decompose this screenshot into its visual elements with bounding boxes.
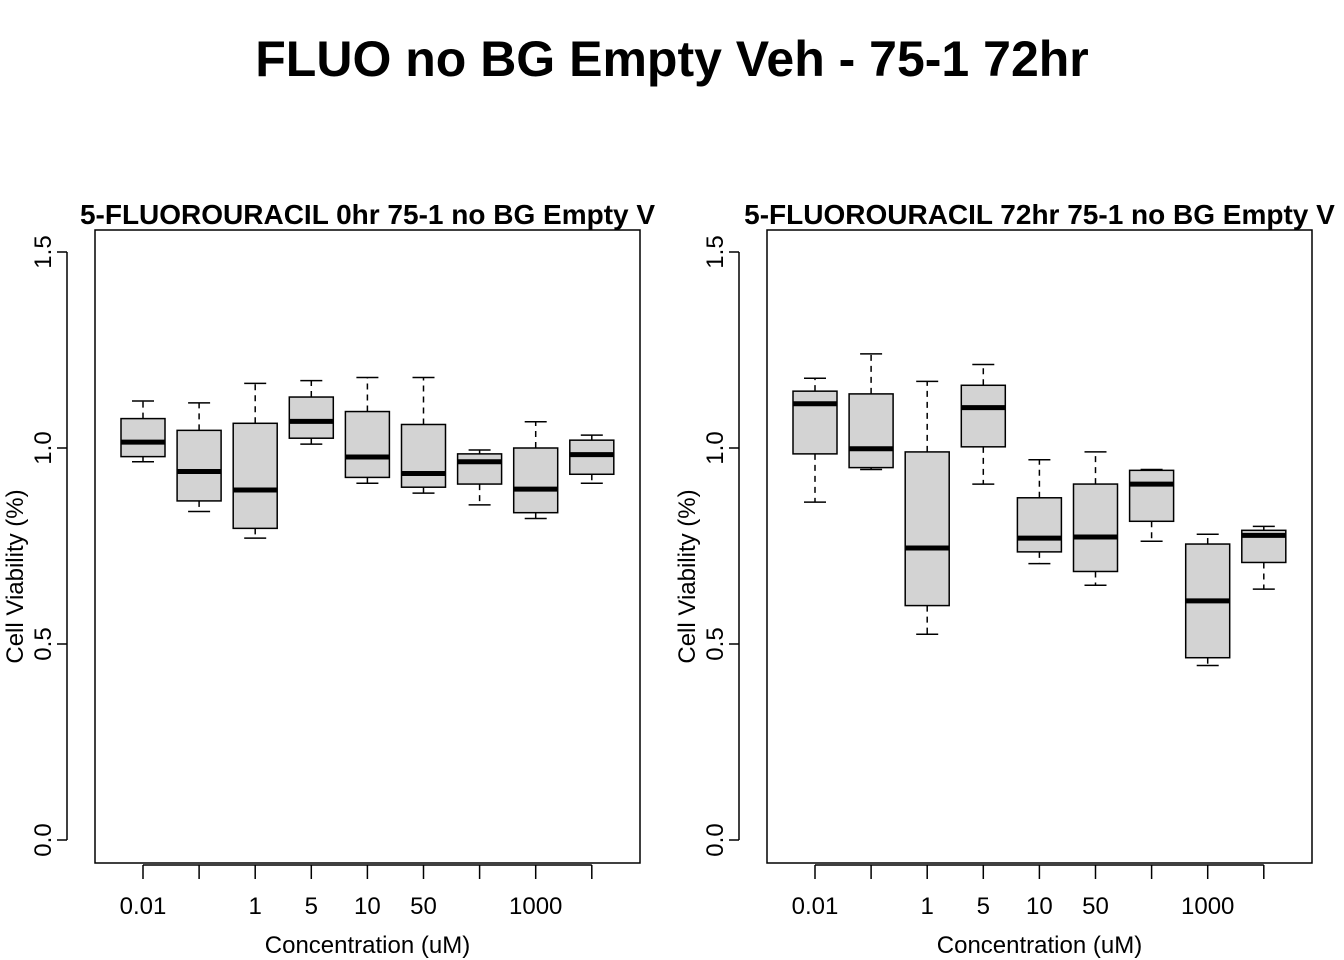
box-7: [1128, 468, 1175, 543]
panel-title: 5-FLUOROURACIL 72hr 75-1 no BG Empty V: [744, 199, 1335, 230]
y-tick-label: 0.0: [30, 823, 57, 856]
box-body: [792, 390, 838, 455]
x-tick-label: 1: [249, 893, 262, 920]
y-tick-label: 1.5: [702, 235, 729, 268]
box-body: [400, 423, 447, 488]
x-axis-label: Concentration (uM): [265, 932, 470, 959]
box-body: [1072, 483, 1119, 573]
x-tick-label: 50: [1082, 893, 1109, 920]
box-7: [456, 449, 503, 506]
box-body: [848, 393, 894, 469]
x-tick-label: 10: [354, 893, 381, 920]
box-body: [456, 453, 503, 485]
box-body: [176, 429, 222, 502]
y-tick-label: 1.0: [702, 431, 729, 464]
box-2: [848, 353, 894, 471]
x-tick-label: 1000: [1181, 893, 1234, 920]
y-axis-label: Cell Viability (%): [2, 489, 29, 663]
x-tick-label: 10: [1026, 893, 1053, 920]
box-8: [512, 420, 559, 520]
x-tick-label: 0.01: [120, 893, 167, 920]
box-5: [344, 376, 391, 485]
box-body: [1016, 497, 1063, 553]
panel-title: 5-FLUOROURACIL 0hr 75-1 no BG Empty V: [80, 199, 655, 230]
box-4: [288, 379, 335, 445]
box-1: [120, 400, 166, 463]
box-body: [344, 410, 391, 479]
box-body: [120, 417, 166, 458]
box-6: [400, 376, 447, 494]
box-body: [960, 384, 1007, 448]
x-tick-label: 1000: [509, 893, 562, 920]
box-4: [960, 363, 1007, 485]
x-axis-label: Concentration (uM): [937, 932, 1142, 959]
y-tick-label: 0.5: [702, 627, 729, 660]
box-body: [1128, 469, 1175, 523]
y-tick-label: 0.0: [702, 823, 729, 856]
box-body: [569, 439, 615, 476]
box-body: [232, 422, 278, 530]
box-6: [1072, 451, 1119, 586]
y-tick-label: 1.5: [30, 235, 57, 268]
x-tick-label: 5: [305, 893, 318, 920]
main-title: FLUO no BG Empty Veh - 75-1 72hr: [255, 31, 1089, 87]
box-body: [512, 447, 559, 514]
box-8: [1184, 533, 1231, 667]
box-2: [176, 402, 222, 513]
box-9: [569, 434, 615, 485]
y-axis-label: Cell Viability (%): [674, 489, 701, 663]
box-1: [792, 377, 838, 503]
box-9: [1241, 525, 1287, 590]
panel-right: 5-FLUOROURACIL 72hr 75-1 no BG Empty V 0.…: [674, 199, 1335, 959]
x-tick-label: 5: [977, 893, 990, 920]
box-3: [232, 382, 278, 539]
panel-left: 5-FLUOROURACIL 0hr 75-1 no BG Empty V 0.0…: [2, 199, 655, 959]
plot-frame: [766, 229, 1313, 864]
box-5: [1016, 459, 1063, 565]
x-tick-label: 0.01: [792, 893, 839, 920]
box-body: [288, 396, 335, 439]
box-3: [904, 380, 950, 635]
x-tick-label: 50: [410, 893, 437, 920]
x-tick-label: 1: [921, 893, 934, 920]
y-tick-label: 0.5: [30, 627, 57, 660]
y-tick-label: 1.0: [30, 431, 57, 464]
box-body: [904, 451, 950, 607]
plot-frame: [94, 229, 641, 864]
